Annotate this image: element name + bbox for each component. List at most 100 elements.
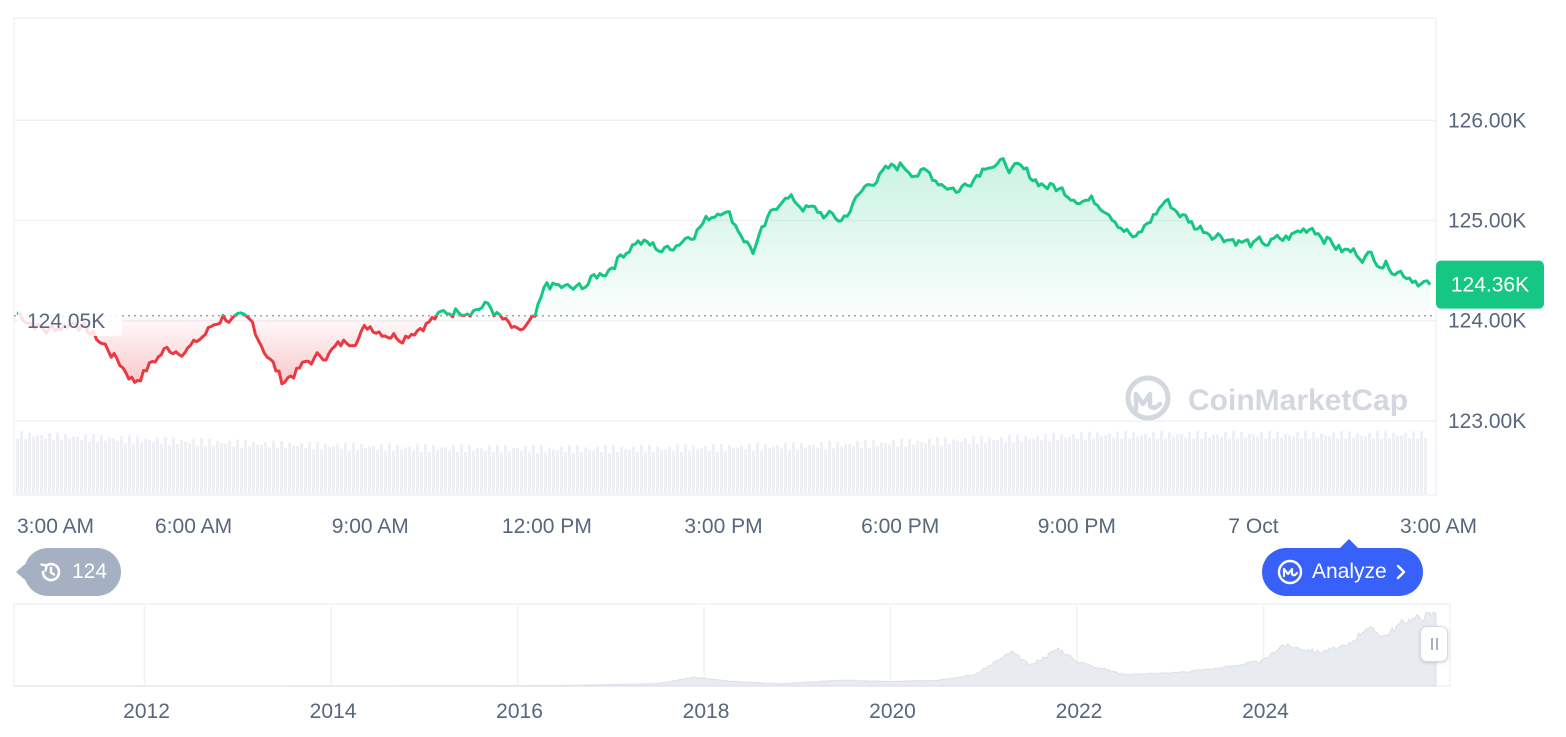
volume-bar — [380, 443, 383, 495]
volume-bar — [668, 446, 671, 495]
volume-bar — [1092, 438, 1095, 495]
volume-bar — [372, 445, 375, 495]
volume-bar — [488, 445, 491, 495]
volume-bar — [276, 448, 279, 495]
volume-bar — [168, 444, 171, 495]
volume-bar — [480, 448, 483, 495]
volume-bar — [892, 440, 895, 495]
volume-bar — [780, 448, 783, 495]
volume-bar — [716, 451, 719, 495]
price-lines[interactable] — [16, 157, 1432, 386]
volume-bar — [836, 441, 839, 495]
volume-bar — [336, 444, 339, 495]
volume-bar — [108, 437, 111, 495]
volume-bar — [172, 437, 175, 495]
navigator-year-label: 2022 — [1056, 700, 1103, 723]
volume-bar — [1060, 434, 1063, 495]
volume-bar — [376, 449, 379, 495]
volume-bar — [620, 447, 623, 495]
volume-bar — [516, 448, 519, 495]
volume-bar — [280, 440, 283, 495]
price-line-up-segment[interactable] — [16, 157, 1432, 384]
volume-bar — [1360, 435, 1363, 495]
volume-bar — [452, 445, 455, 495]
volume-bar — [1148, 437, 1151, 495]
navigator-year-label: 2016 — [496, 700, 543, 723]
history-button[interactable]: 124 — [15, 548, 122, 596]
volume-bar — [100, 435, 103, 495]
volume-bar — [908, 439, 911, 495]
volume-bar — [804, 447, 807, 495]
volume-bar — [272, 440, 275, 495]
volume-bar — [936, 437, 939, 495]
volume-bar — [976, 443, 979, 495]
current-price-label: 124.36K — [1451, 274, 1529, 297]
history-clock-icon — [40, 562, 61, 582]
volume-bar — [616, 451, 619, 495]
volume-bar — [436, 449, 439, 495]
volume-bar — [544, 451, 547, 495]
price-area-above-baseline — [16, 158, 1431, 316]
volume-bar — [596, 446, 599, 495]
analyze-button[interactable]: Analyze — [1262, 539, 1423, 596]
volume-bar — [1168, 432, 1171, 495]
volume-bar — [1232, 431, 1235, 495]
volume-bar — [856, 441, 859, 495]
volume-bar — [124, 442, 127, 495]
volume-bar — [284, 447, 287, 495]
volume-bar — [448, 450, 451, 495]
volume-bar — [228, 440, 231, 495]
volume-bar — [992, 439, 995, 495]
volume-bar — [156, 437, 159, 495]
y-tick-label: 125.00K — [1448, 210, 1526, 233]
volume-bar — [132, 443, 135, 495]
volume-bar — [760, 450, 763, 495]
volume-bar — [796, 449, 799, 495]
price-line-down-segment[interactable] — [17, 159, 1430, 386]
volume-bar — [548, 447, 551, 495]
volume-bar — [1288, 434, 1291, 495]
volume-bar — [1340, 431, 1343, 495]
volume-bar — [252, 442, 255, 495]
x-tick-label: 12:00 PM — [502, 515, 592, 538]
volume-bar — [1136, 436, 1139, 495]
volume-bar — [1044, 433, 1047, 495]
volume-bar — [1008, 434, 1011, 495]
volume-bar — [788, 449, 791, 495]
volume-bar — [460, 444, 463, 495]
volume-bar — [812, 444, 815, 495]
volume-bar — [1312, 431, 1315, 495]
volume-bar — [1208, 436, 1211, 495]
volume-bar — [924, 443, 927, 495]
volume-bar — [504, 445, 507, 495]
volume-bar — [20, 431, 23, 495]
volume-bar — [1100, 436, 1103, 495]
volume-bar — [692, 445, 695, 495]
volume-bar — [128, 435, 131, 495]
volume-bar — [608, 452, 611, 495]
volume-bar — [1032, 438, 1035, 495]
volume-bar — [328, 447, 331, 495]
volume-bar — [292, 445, 295, 495]
volume-bar — [160, 444, 163, 495]
volume-bar — [196, 445, 199, 495]
volume-bar — [104, 440, 107, 495]
volume-bar — [1308, 438, 1311, 495]
navigator[interactable]: 2012 2014 2016 2018 2020 2022 2024 — [13, 603, 1451, 723]
volume-bar — [732, 448, 735, 495]
volume-bar — [40, 434, 43, 495]
volume-bar — [988, 437, 991, 495]
price-area-below-baseline — [16, 315, 1431, 384]
volume-bar — [472, 450, 475, 495]
volume-bar — [152, 441, 155, 495]
volume-bar — [744, 449, 747, 495]
volume-bar — [388, 443, 391, 495]
volume-bar — [1056, 440, 1059, 495]
volume-bar — [1204, 431, 1207, 495]
y-axis: 123.00K 124.00K 125.00K 126.00K — [1448, 109, 1526, 433]
volume-bar — [1188, 431, 1191, 495]
volume-bar — [296, 445, 299, 495]
navigator-drag-handle[interactable] — [1420, 626, 1448, 662]
volume-bar — [748, 443, 751, 495]
